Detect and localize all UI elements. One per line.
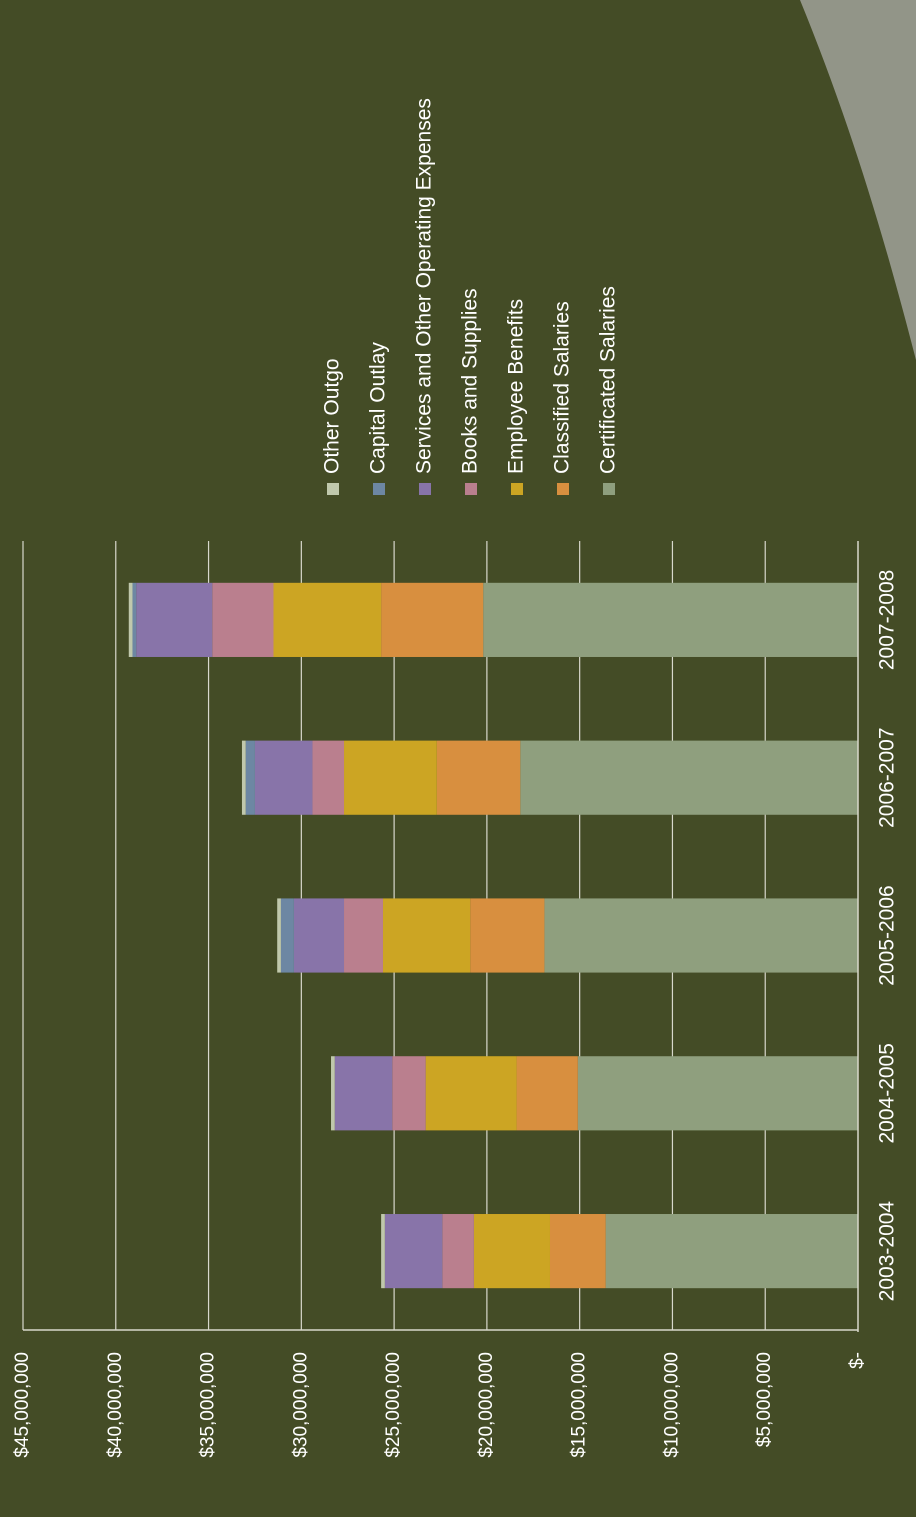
bar-segment [520,740,858,815]
bar-segment [384,1214,443,1289]
y-tick-label: $15,000,000 [569,1352,590,1458]
bar-segment [381,582,484,657]
y-tick-label: $35,000,000 [198,1352,219,1458]
bar-segment [381,1214,385,1289]
legend-label: Certificated Salaries [597,286,620,474]
axes: $- $5,000,000 $10,000,000 $15,000,000 $20,00… [12,541,899,1458]
page-curl-decoration [800,0,916,360]
legend-label: Capital Outlay [367,342,390,474]
bar-segment [128,582,133,657]
legend: Other Outgo Capital Outlay Services and Ot… [321,98,620,495]
bar-segment [241,740,246,815]
bar-segment [334,1056,393,1131]
bar-segment [273,582,382,657]
legend-label: Other Outgo [321,358,344,474]
category-label: 2005-2006 [876,885,899,985]
bar-segment [254,740,313,815]
bar-segment [312,740,345,815]
bar-segment [436,740,521,815]
bar-segment [577,1056,858,1131]
y-tick-label: $30,000,000 [290,1352,311,1458]
bar-segment [136,582,213,657]
legend-swatch [327,483,339,495]
legend-swatch [511,483,523,495]
y-tick-label: $20,000,000 [476,1352,497,1458]
bar-segment [442,1214,474,1289]
bar-segment [293,898,345,973]
legend-swatch [373,483,385,495]
legend-swatch [465,483,477,495]
bar-segment [245,740,255,815]
bar-segment [470,898,545,973]
category-label: 2003-2004 [876,1201,899,1302]
bar-segment [382,898,471,973]
category-label: 2006-2007 [876,727,899,827]
y-tick-label: $- [847,1352,868,1369]
y-tick-label: $40,000,000 [105,1352,126,1458]
y-tick-label: $10,000,000 [661,1352,682,1458]
bar-segment [344,898,383,973]
bar-segment [544,898,858,973]
legend-swatch [557,483,569,495]
bars [128,582,858,1289]
legend-swatch [419,483,431,495]
bar-segment [473,1214,550,1289]
y-tick-label: $5,000,000 [754,1352,775,1447]
bar-segment [132,582,137,657]
category-label: 2007-2008 [876,570,899,670]
category-label: 2004-2005 [876,1043,899,1143]
bar-segment [280,898,294,973]
bar-segment [483,582,858,657]
bar-segment [392,1056,426,1131]
y-tick-label: $25,000,000 [383,1352,404,1458]
legend-label: Books and Supplies [459,288,482,474]
legend-swatch [603,483,615,495]
bar-segment [549,1214,606,1289]
bar-segment [605,1214,858,1289]
bar-segment [331,1056,335,1131]
bar-segment [425,1056,517,1131]
bar-segment [277,898,281,973]
y-tick-label: $45,000,000 [12,1352,33,1458]
legend-label: Employee Benefits [505,299,528,474]
bar-segment [344,740,437,815]
bar-segment [516,1056,578,1131]
bar-segment [212,582,274,657]
legend-label: Classified Salaries [551,301,574,474]
legend-label: Services and Other Operating Expenses [413,98,436,474]
